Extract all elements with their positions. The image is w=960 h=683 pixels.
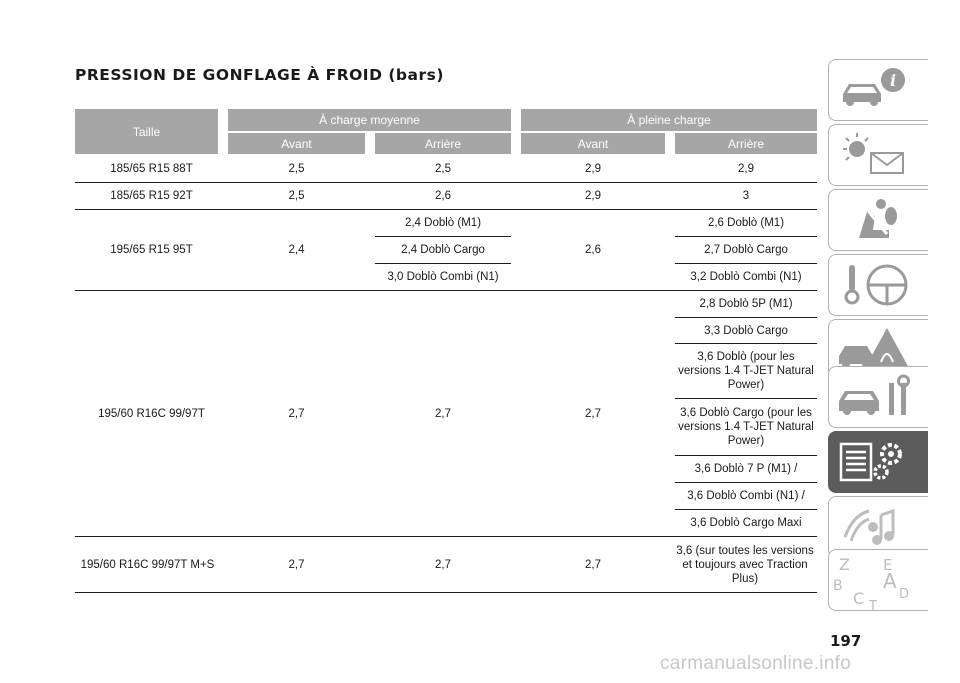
table-cell: 195/60 R16C 99/97T M+S [80,558,215,571]
svg-text:C: C [853,589,864,608]
header-pleine-arriere: Arrière [675,133,817,154]
sub-divider [375,236,511,237]
table-cell: 2,4 Doblò Cargo [401,244,485,256]
sub-divider [675,236,817,237]
table-cell: 2,6 [435,190,451,202]
table-cell: 195/60 R16C 99/97T [98,407,205,420]
car-info-icon: i [843,68,905,106]
table-cell: 3,2 Doblò Combi (N1) [690,271,802,283]
header-group-moyenne: À charge moyenne [228,109,511,131]
table-cell: 2,7 [585,558,601,571]
svg-text:B: B [833,578,843,594]
sidebar-tab-safety[interactable] [828,189,928,251]
table-cell: 2,9 [738,162,754,175]
row-divider [75,536,817,537]
table-cell: 2,8 Doblò 5P (M1) [699,298,793,310]
table-cell: 185/65 R15 88T [110,162,193,175]
table-cell: 2,9 [585,190,601,202]
table-cell: 2,5 [288,162,305,175]
table-cell: 2,6 [585,244,601,256]
sub-divider [675,263,817,264]
table-cell: 185/65 R15 92T [110,190,193,202]
table-cell: 2,7 [435,558,451,571]
sub-divider [675,343,817,344]
header-taille: Taille [75,109,218,154]
page-title: PRESSION DE GONFLAGE À FROID (bars) [75,66,444,84]
sub-divider [675,482,817,483]
row-divider [75,290,817,291]
row-divider [75,182,817,183]
table-cell: 3 [742,190,750,202]
table-cell: 3,6 Doblò Combi (N1) / [687,490,805,502]
table-cell: 195/65 R15 95T [110,244,193,256]
sidebar-tab-warning-lights[interactable] [828,124,928,186]
header-group-pleine: À pleine charge [521,109,817,131]
svg-text:i: i [890,71,896,90]
sidebar-tab-starting[interactable] [828,254,928,316]
table-cell: 2,4 [288,244,305,256]
table-cell: 2,5 [435,162,451,175]
sidebar-tab-multimedia[interactable] [828,496,928,558]
svg-text:Z: Z [839,555,850,574]
table-cell: 2,7 [435,407,451,420]
table-cell: 3,0 Doblò Combi (N1) [387,271,499,283]
sidebar-tab-car-info[interactable]: i [828,59,928,121]
sub-divider [675,509,817,510]
table-cell: 3,6 (sur toutes les versions et toujours… [676,544,814,585]
table-cell: 2,7 [288,558,305,571]
table-cell: 2,6 Doblò (M1) [707,217,785,229]
table-cell: 2,7 [585,407,601,420]
table-cell: 3,6 Doblò Cargo (pour les versions 1.4 T… [678,407,814,447]
svg-text:E: E [883,556,892,574]
sidebar-tab-index[interactable]: Z E B A C D T [828,549,928,612]
table-cell: 3,6 Doblò 7 P (M1) / [694,463,798,475]
warning-lights-message-icon [843,133,904,174]
sidebar-tab-technical-data[interactable] [828,431,928,493]
table-cell: 2,5 [288,190,305,202]
key-steering-wheel-icon [844,264,908,306]
svg-text:A: A [883,569,897,593]
table-cell: 2,7 [288,407,305,420]
svg-text:D: D [899,587,909,602]
row-divider [75,209,817,210]
header-moyenne-arriere: Arrière [375,133,511,154]
car-service-tools-icon [839,374,910,415]
car-accident-warning-icon [839,328,909,368]
sub-divider [675,455,817,456]
row-divider [75,592,817,593]
page-number: 197 [830,632,862,650]
header-moyenne-avant: Avant [228,133,365,154]
sidebar-tab-maintenance[interactable] [828,366,928,428]
sub-divider [675,317,817,318]
table-cell: 3,6 Doblò (pour les versions 1.4 T-JET N… [678,351,814,391]
table-cell: 2,9 [585,162,601,175]
header-pleine-avant: Avant [521,133,665,154]
multimedia-music-icon [843,508,895,545]
watermark: carmanualsonline.info [660,653,852,674]
table-cell: 3,3 Doblò Cargo [704,324,788,337]
table-cell: 2,4 Doblò (M1) [404,217,482,229]
sub-divider [675,398,817,399]
sub-divider [375,263,511,264]
table-cell: 3,6 Doblò Cargo Maxi [690,517,802,529]
svg-text:T: T [868,599,877,612]
technical-data-gear-icon [839,442,902,482]
table-cell: 2,7 Doblò Cargo [704,244,788,256]
airbag-seat-icon [859,199,897,238]
alphabetical-index-icon: Z E B A C D T [833,555,909,612]
